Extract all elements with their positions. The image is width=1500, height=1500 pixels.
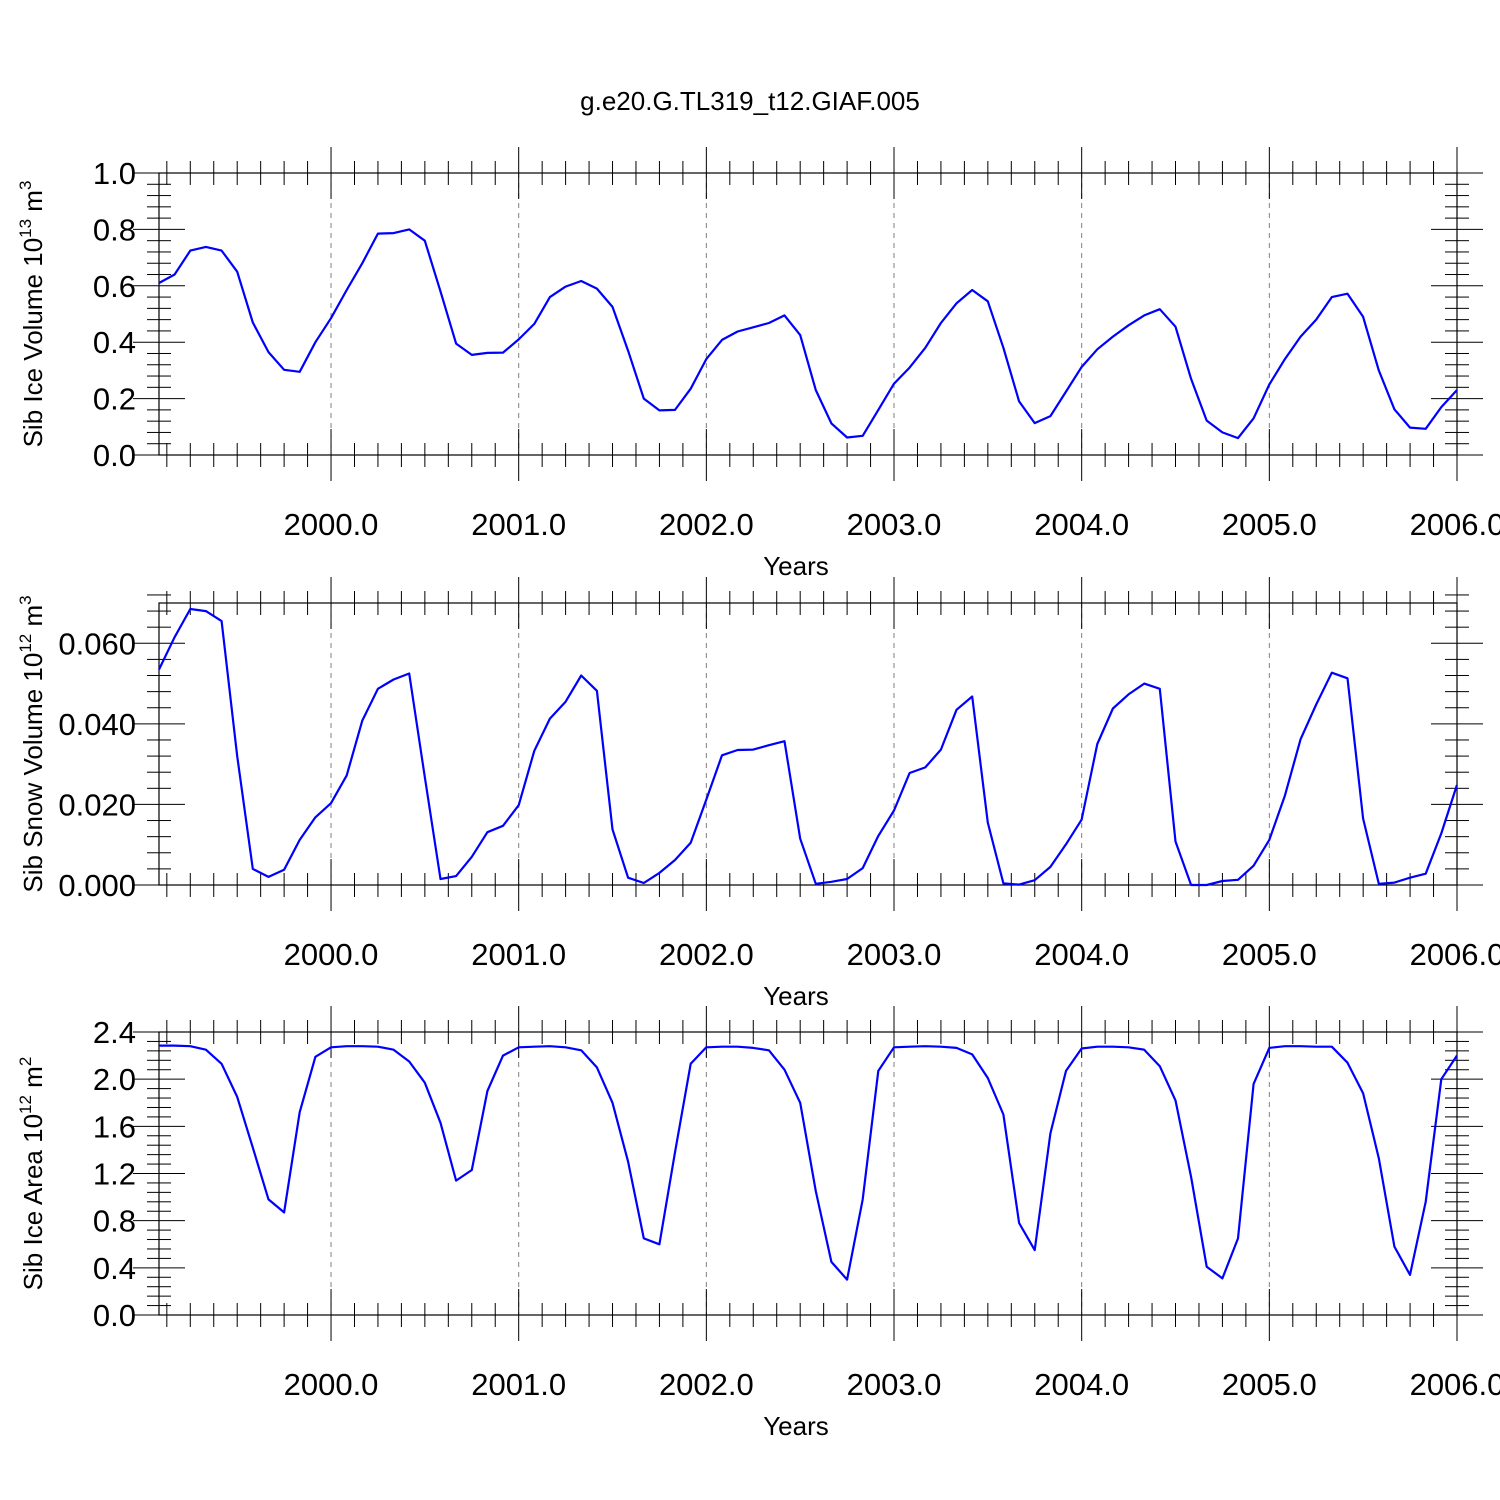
series-line [158, 607, 1458, 887]
chart-panel-snow-volume: 0.000 0.020 0.040 0.060 2000.0 2001.0 2002.0 20… [16, 577, 1500, 1011]
plot-frame [158, 1031, 1458, 1316]
figure-title: g.e20.G.TL319_t12.GIAF.005 [580, 86, 920, 116]
y-tick-label: 0.2 [93, 382, 136, 417]
plot-frame [158, 172, 1458, 456]
x-tick-label: 2000.0 [284, 1367, 379, 1402]
y-tick-label: 0.060 [58, 626, 136, 661]
y-tick-label: 1.6 [93, 1109, 136, 1144]
x-tick-label: 2003.0 [847, 937, 942, 972]
y-axis-title: Sib Ice Volume 1013 m3 [16, 181, 48, 448]
x-tick-label: 2002.0 [659, 937, 754, 972]
x-tick-label: 2005.0 [1222, 937, 1317, 972]
x-tick-label: 2006.0 [1410, 507, 1500, 542]
y-tick-label: 2.0 [93, 1062, 136, 1097]
x-tick-label: 2000.0 [284, 937, 379, 972]
x-tick-label: 2004.0 [1034, 1367, 1129, 1402]
y-tick-label: 0.0 [93, 1298, 136, 1333]
x-tick-label: 2003.0 [847, 507, 942, 542]
y-tick-label: 0.040 [58, 707, 136, 742]
x-axis-title: Years [763, 1411, 829, 1441]
y-tick-label: 0.0 [93, 438, 136, 473]
y-tick-label: 0.020 [58, 787, 136, 822]
x-tick-label: 2002.0 [659, 507, 754, 542]
y-axis-title: Sib Ice Area 1012 m2 [16, 1057, 48, 1291]
chart-panel-ice-area: 0.0 0.4 0.8 1.2 1.6 2.0 2.4 2000.0 2001.0 2002.0 2… [16, 1006, 1500, 1441]
plot-frame [158, 602, 1458, 886]
y-tick-label: 0.8 [93, 212, 136, 247]
y-tick-label: 0.8 [93, 1204, 136, 1239]
y-tick-label: 1.0 [93, 156, 136, 191]
x-tick-label: 2000.0 [284, 507, 379, 542]
x-tick-label: 2002.0 [659, 1367, 754, 1402]
x-axis-title: Years [763, 981, 829, 1011]
y-tick-label: 0.000 [58, 868, 136, 903]
y-tick-label: 1.2 [93, 1157, 136, 1192]
series-line [158, 228, 1458, 440]
x-tick-label: 2006.0 [1410, 937, 1500, 972]
x-tick-label: 2001.0 [471, 1367, 566, 1402]
x-tick-label: 2006.0 [1410, 1367, 1500, 1402]
x-tick-label: 2004.0 [1034, 937, 1129, 972]
y-tick-label: 2.4 [93, 1015, 136, 1050]
y-tick-label: 0.6 [93, 269, 136, 304]
x-axis-title: Years [763, 551, 829, 581]
x-tick-label: 2005.0 [1222, 507, 1317, 542]
y-tick-label: 0.4 [93, 325, 136, 360]
series-line [159, 1044, 1458, 1281]
x-tick-label: 2005.0 [1222, 1367, 1317, 1402]
y-axis-title: Sib Snow Volume 1012 m3 [16, 595, 48, 892]
x-tick-label: 2001.0 [471, 937, 566, 972]
x-tick-label: 2004.0 [1034, 507, 1129, 542]
chart-panel-ice-volume: 0.0 0.2 0.4 0.6 0.8 1.0 2000.0 2001.0 2002.0 2003… [16, 147, 1500, 581]
y-tick-label: 0.4 [93, 1251, 136, 1286]
x-tick-label: 2003.0 [847, 1367, 942, 1402]
x-tick-label: 2001.0 [471, 507, 566, 542]
